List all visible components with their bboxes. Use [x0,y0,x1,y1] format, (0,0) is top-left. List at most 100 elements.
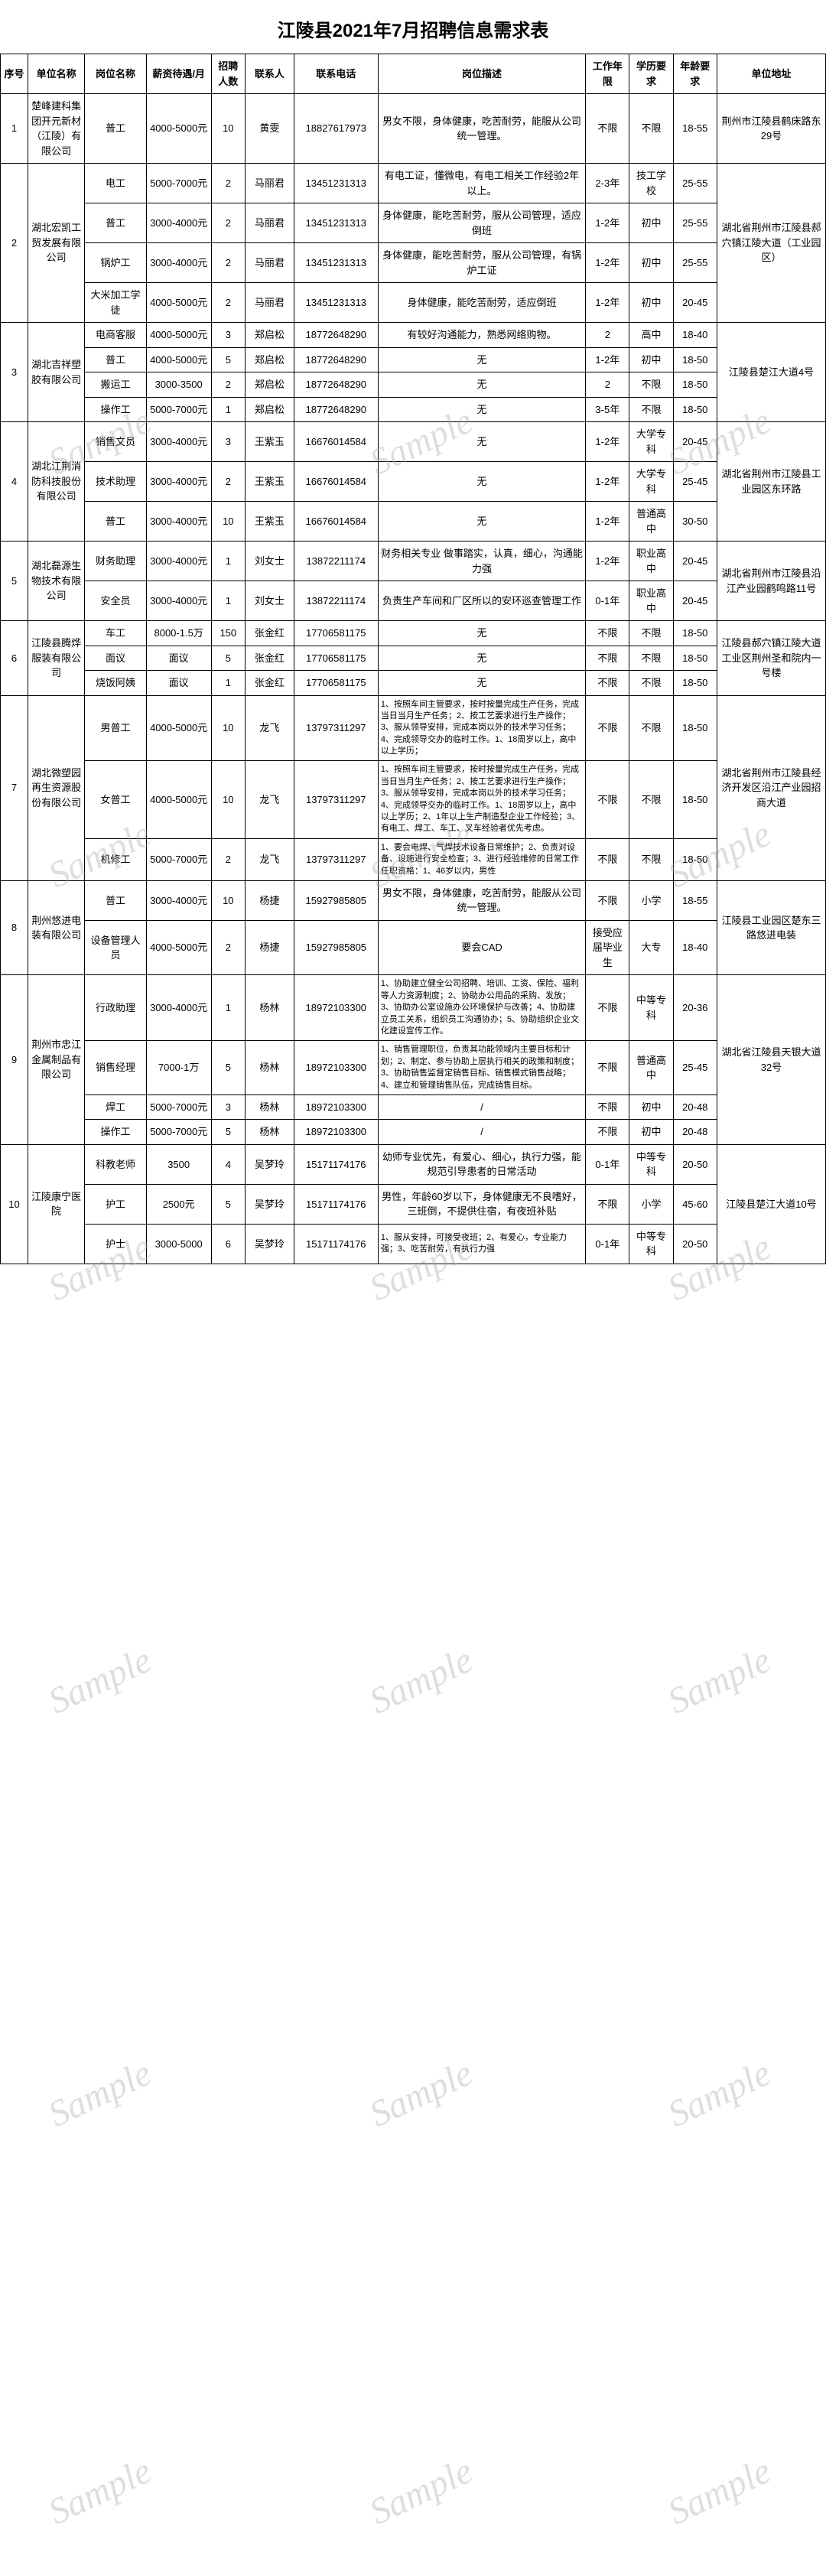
cell: 大学专科 [629,462,673,502]
cell: 25-45 [673,1041,717,1095]
cell: 4000-5000元 [146,283,211,323]
cell: 1 [211,975,246,1041]
cell: 1-2年 [586,422,629,462]
cell: 无 [378,397,585,422]
cell: 销售文员 [85,422,147,462]
cell: 湖北省江陵县天银大道32号 [717,975,825,1145]
cell: 普工 [85,94,147,164]
cell: 3000-3500 [146,372,211,398]
cell: 20-48 [673,1120,717,1145]
cell: / [378,1094,585,1120]
cell: 0-1年 [586,1224,629,1264]
watermark: Sample [662,2052,777,2136]
cell: 不限 [586,838,629,880]
cell: 1-2年 [586,203,629,243]
cell: 楚峰建科集团开元新材（江陵）有限公司 [28,94,85,164]
cell: 张金红 [246,621,294,646]
cell: 马丽君 [246,164,294,203]
table-row: 护工2500元5吴梦玲15171174176男性，年龄60岁以下，身体健康无不良… [1,1184,826,1224]
cell: 职业高中 [629,542,673,581]
cell: 25-45 [673,462,717,502]
cell: 20-50 [673,1144,717,1184]
cell: 17706581175 [294,621,378,646]
cell: 1-2年 [586,283,629,323]
cell: 无 [378,671,585,696]
table-row: 烧饭阿姨面议1张金红17706581175无不限不限18-50 [1,671,826,696]
cell: 初中 [629,1120,673,1145]
col-yrs: 工作年限 [586,54,629,94]
cell: 职业高中 [629,581,673,621]
col-unit: 单位名称 [28,54,85,94]
cell: 4000-5000元 [146,761,211,838]
cell: 1 [211,397,246,422]
cell: 吴梦玲 [246,1224,294,1264]
cell: 安全员 [85,581,147,621]
cell: 3000-5000 [146,1224,211,1264]
cell: 王紫玉 [246,462,294,502]
cell: 不限 [629,94,673,164]
col-idx: 序号 [1,54,28,94]
col-count: 招聘人数 [211,54,246,94]
cell: 大学专科 [629,422,673,462]
cell: 机修工 [85,838,147,880]
cell: 7000-1万 [146,1041,211,1095]
cell: 湖北江荆消防科技股份有限公司 [28,422,85,542]
cell: 设备管理人员 [85,920,147,975]
cell: 13797311297 [294,761,378,838]
cell: 技工学校 [629,164,673,203]
cell: 18-55 [673,94,717,164]
cell: 普通高中 [629,1041,673,1095]
table-row: 护士3000-50006吴梦玲151711741761、服从安排，可接受夜班；2… [1,1224,826,1264]
cell: 5000-7000元 [146,1094,211,1120]
cell: 杨林 [246,1094,294,1120]
cell: 无 [378,646,585,671]
cell: 行政助理 [85,975,147,1041]
cell: 不限 [586,94,629,164]
cell: 15171174176 [294,1224,378,1264]
cell: 1-2年 [586,347,629,372]
cell: 科教老师 [85,1144,147,1184]
cell: 荆州市江陵县鹤床路东29号 [717,94,825,164]
cell: 18772648290 [294,397,378,422]
cell: 13872211174 [294,542,378,581]
cell: 湖北省荆州市江陵县经济开发区沿江产业园招商大道 [717,695,825,880]
cell: 20-36 [673,975,717,1041]
cell: 3000-4000元 [146,422,211,462]
cell: 马丽君 [246,203,294,243]
cell: 杨林 [246,1120,294,1145]
cell: 3 [1,323,28,422]
cell: 8 [1,880,28,975]
cell: 王紫玉 [246,422,294,462]
cell: 中等专科 [629,1224,673,1264]
cell: 20-45 [673,542,717,581]
cell: 7 [1,695,28,880]
cell: 不限 [629,761,673,838]
cell: 2 [586,323,629,348]
cell: 18972103300 [294,975,378,1041]
cell: 18-50 [673,838,717,880]
cell: 中等专科 [629,975,673,1041]
table-row: 普工4000-5000元5郑启松18772648290无1-2年初中18-50 [1,347,826,372]
cell: 17706581175 [294,646,378,671]
cell: 3 [211,422,246,462]
cell: 大米加工学徒 [85,283,147,323]
cell: 男女不限，身体健康，吃苦耐劳，能服从公司统一管理。 [378,94,585,164]
cell: 18972103300 [294,1041,378,1095]
cell: 10 [1,1144,28,1264]
table-row: 大米加工学徒4000-5000元2马丽君13451231313身体健康，能吃苦耐… [1,283,826,323]
cell: 18-50 [673,671,717,696]
cell: 6 [211,1224,246,1264]
cell: 3000-4000元 [146,542,211,581]
cell: 湖北磊源生物技术有限公司 [28,542,85,621]
cell: 20-48 [673,1094,717,1120]
table-row: 7湖北微塑园再生资源股份有限公司男普工4000-5000元10龙飞1379731… [1,695,826,761]
cell: 18827617973 [294,94,378,164]
cell: 普工 [85,880,147,920]
cell: 150 [211,621,246,646]
cell: 1、要会电焊、气焊技术设备日常维护；2、负责对设备、设施进行安全检查；3、进行经… [378,838,585,880]
cell: 男女不限，身体健康，吃苦耐劳，能服从公司统一管理。 [378,880,585,920]
cell: 郑启松 [246,347,294,372]
cell: 0-1年 [586,581,629,621]
cell: 18-50 [673,397,717,422]
cell: 18772648290 [294,347,378,372]
